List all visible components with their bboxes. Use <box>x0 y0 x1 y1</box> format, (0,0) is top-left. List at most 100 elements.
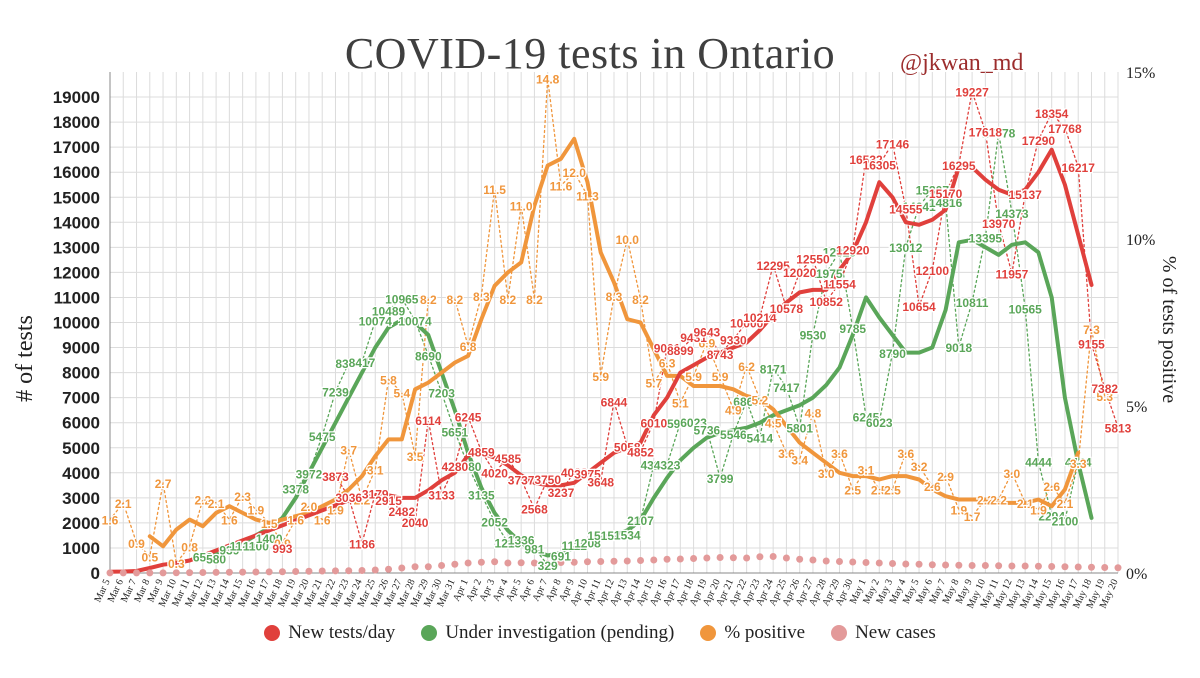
tests-daily-line <box>334 90 1119 544</box>
tests-data-label: 3036 <box>335 491 362 505</box>
tests-data-label: 10000 <box>730 317 764 331</box>
tests-data-label: 9001 <box>654 342 681 356</box>
new-cases-point <box>716 553 724 561</box>
tests-data-label: 15137 <box>1008 188 1042 202</box>
positive-data-label: 8.2 <box>420 293 437 307</box>
tests-data-label: 4033 <box>561 466 588 480</box>
positive-data-label: 8.2 <box>446 293 463 307</box>
pending-data-label: 981 <box>524 542 544 556</box>
tests-data-label: 3975 <box>574 467 601 481</box>
tests-data-label: 8899 <box>667 344 694 358</box>
new-cases-point <box>491 558 499 566</box>
positive-data-label: 5.7 <box>645 377 662 391</box>
legend-dot-tests <box>264 625 281 641</box>
pending-data-label: 10565 <box>1008 302 1042 316</box>
y-tick-label: 18000 <box>53 113 100 132</box>
pending-data-label: 8171 <box>760 362 787 376</box>
pending-data-label: 329 <box>538 559 558 573</box>
y-tick-label: 7000 <box>62 389 100 408</box>
positive-data-label: 1.9 <box>327 504 344 518</box>
tests-data-label: 3648 <box>587 476 614 490</box>
y-tick-label: 12000 <box>53 263 100 282</box>
new-cases-point <box>1114 564 1122 572</box>
new-cases-point <box>942 561 950 569</box>
legend-dot-pending <box>421 625 438 641</box>
pending-data-label: 1208 <box>574 537 601 551</box>
tests-data-label: 5813 <box>1105 421 1132 435</box>
positive-data-label: 8.2 <box>632 293 649 307</box>
tests-data-label: 2040 <box>402 516 429 530</box>
positive-data-label: 1.6 <box>287 514 304 528</box>
new-cases-point <box>1048 562 1056 570</box>
new-cases-point <box>278 568 286 576</box>
pending-data-label: 17578 <box>982 127 1016 141</box>
tests-data-label: 2568 <box>521 503 548 517</box>
positive-data-label: 2.1 <box>1017 497 1034 511</box>
tests-data-label: 16295 <box>942 159 976 173</box>
new-cases-point <box>358 566 366 574</box>
pending-data-label: 3135 <box>468 488 495 502</box>
pending-data-label: 2052 <box>481 516 508 530</box>
positive-data-label: 3.6 <box>897 447 914 461</box>
y-tick-label: 15000 <box>53 188 100 207</box>
tests-data-label: 15170 <box>929 187 963 201</box>
pending-data-label: 4280 <box>455 460 482 474</box>
pending-data-label: 1534 <box>614 529 641 543</box>
tests-data-label: 993 <box>272 542 292 556</box>
pending-data-label: 10811 <box>956 296 989 310</box>
pending-data-label: 13395 <box>969 231 1003 245</box>
y-tick-label: 10000 <box>53 314 100 333</box>
tests-data-label: 13970 <box>982 217 1016 231</box>
y-tick-label-right: 0% <box>1126 566 1147 583</box>
new-cases-point <box>292 567 300 575</box>
tests-data-label: 4859 <box>468 445 495 459</box>
positive-data-label: 0.9 <box>274 537 291 551</box>
positive-data-label: 6.2 <box>738 360 755 374</box>
new-cases-point <box>743 554 751 562</box>
pending-data-label: 5414 <box>747 431 774 445</box>
new-cases-point <box>862 558 870 566</box>
pending-data-label: 5651 <box>441 425 468 439</box>
pending-data-label: 1336 <box>508 534 535 548</box>
pending-data-label: 8690 <box>415 349 442 363</box>
new-cases-point <box>119 569 127 577</box>
pending-data-label: 5801 <box>786 422 813 436</box>
new-cases-point <box>133 569 141 577</box>
new-cases-point <box>517 559 525 567</box>
y-tick-label: 14000 <box>53 213 100 232</box>
tests-data-label: 6844 <box>601 396 628 410</box>
tests-data-label: 17768 <box>1048 122 1082 136</box>
pending-data-label: 5736 <box>693 423 720 437</box>
positive-data-label: 8.3 <box>473 290 490 304</box>
new-cases-point <box>915 560 923 568</box>
legend-label-tests: New tests/day <box>288 622 396 643</box>
tests-data-label: 12550 <box>796 253 830 267</box>
positive-data-label: 3.3 <box>1070 457 1087 471</box>
positive-data-label: 5.4 <box>393 387 410 401</box>
positive-data-label: 3.4 <box>791 453 808 467</box>
pending-data-label: 691 <box>551 550 571 564</box>
tests-data-label: 6010 <box>640 416 667 430</box>
legend-dot-cases <box>831 625 848 641</box>
tests-data-label: 12020 <box>783 266 817 280</box>
tests-data-label: 2915 <box>375 494 402 508</box>
y-tick-label: 0 <box>91 564 100 583</box>
positive-data-label: 11.6 <box>550 180 573 194</box>
pending-data-label: 7239 <box>322 386 349 400</box>
pending-data-label: 1213 <box>495 537 522 551</box>
new-cases-point <box>159 569 167 577</box>
positive-data-label: 2.0 <box>301 500 318 514</box>
new-cases-point <box>438 561 446 569</box>
tests-data-label: 12920 <box>836 243 870 257</box>
positive-data-label: 0.8 <box>181 540 198 554</box>
tests-data-label: 3737 <box>508 473 535 487</box>
tests-data-label: 18354 <box>1035 107 1069 121</box>
y-tick-label: 16000 <box>53 163 100 182</box>
new-cases-point <box>424 563 432 571</box>
tests-avg-line <box>108 147 1094 574</box>
legend-item-positive: % positive <box>700 622 805 644</box>
positive-data-label: 6.3 <box>659 357 676 371</box>
positive-data-label: 2.9 <box>937 470 954 484</box>
pending-data-label: 14641 <box>902 200 936 214</box>
positive-data-label: 6.8 <box>460 340 477 354</box>
